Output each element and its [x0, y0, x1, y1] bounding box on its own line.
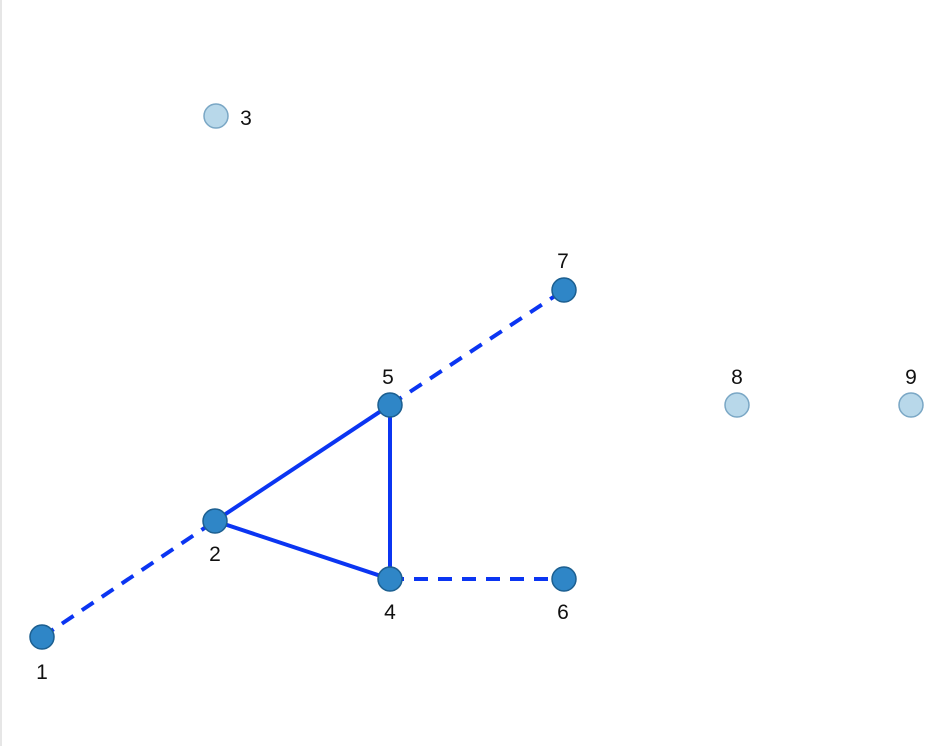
node-5[interactable]: 5 — [377, 366, 403, 418]
node-label-6: 6 — [557, 601, 569, 624]
edge-5-7[interactable] — [388, 288, 566, 407]
node-circle-5[interactable] — [377, 392, 403, 418]
node-label-5: 5 — [382, 366, 394, 389]
node-circle-9[interactable] — [898, 392, 924, 418]
node-7[interactable]: 7 — [551, 250, 577, 303]
node-circle-4[interactable] — [377, 566, 403, 592]
canvas-left-border — [0, 0, 2, 746]
node-1[interactable]: 1 — [29, 624, 55, 684]
node-9[interactable]: 9 — [898, 366, 924, 418]
node-6[interactable]: 6 — [551, 566, 577, 624]
node-layer: 1 2 3 4 5 6 7 8 9 — [29, 103, 924, 684]
node-3[interactable]: 3 — [203, 103, 252, 130]
node-4[interactable]: 4 — [377, 566, 403, 624]
node-label-7: 7 — [557, 250, 569, 273]
node-circle-6[interactable] — [551, 566, 577, 592]
node-8[interactable]: 8 — [724, 366, 750, 418]
node-circle-7[interactable] — [551, 277, 577, 303]
node-label-2: 2 — [209, 543, 221, 566]
node-circle-1[interactable] — [29, 624, 55, 650]
node-circle-3[interactable] — [203, 103, 229, 129]
node-label-4: 4 — [384, 601, 396, 624]
edge-2-5[interactable] — [213, 403, 392, 523]
node-label-3: 3 — [240, 107, 252, 130]
edge-2-4[interactable] — [214, 519, 391, 581]
node-label-9: 9 — [905, 366, 917, 389]
node-circle-2[interactable] — [202, 508, 228, 534]
edge-layer — [40, 288, 566, 639]
node-label-8: 8 — [731, 366, 743, 389]
node-2[interactable]: 2 — [202, 508, 228, 566]
edge-1-2[interactable] — [40, 519, 217, 639]
node-label-1: 1 — [36, 661, 48, 684]
node-circle-8[interactable] — [724, 392, 750, 418]
